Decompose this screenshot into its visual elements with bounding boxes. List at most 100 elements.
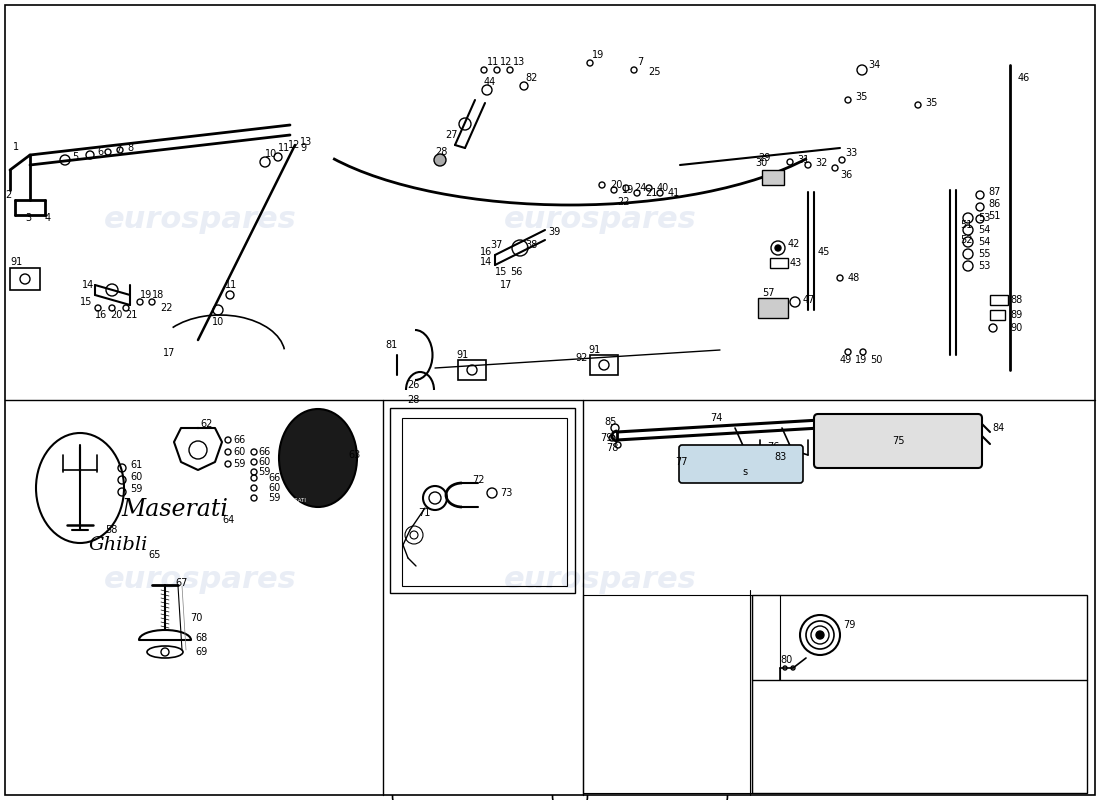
Text: 73: 73 — [500, 488, 513, 498]
Text: 48: 48 — [848, 273, 860, 283]
Text: 43: 43 — [790, 258, 802, 268]
Text: 22: 22 — [160, 303, 173, 313]
Text: 38: 38 — [525, 240, 537, 250]
Text: 79: 79 — [600, 433, 613, 443]
Text: 22: 22 — [617, 197, 629, 207]
Text: eurospares: eurospares — [504, 566, 696, 594]
Bar — [990, 310, 1005, 320]
Text: 19: 19 — [855, 355, 867, 365]
Text: eurospares: eurospares — [504, 206, 696, 234]
Text: 27: 27 — [446, 130, 458, 140]
Text: 46: 46 — [1018, 73, 1031, 83]
Text: 26: 26 — [407, 380, 419, 390]
Bar — [990, 295, 1008, 305]
Circle shape — [776, 245, 781, 251]
Text: 11: 11 — [226, 280, 238, 290]
Text: 52: 52 — [960, 235, 972, 245]
Text: 67: 67 — [175, 578, 187, 588]
Text: 90: 90 — [1010, 323, 1022, 333]
Text: 16: 16 — [95, 310, 108, 320]
Text: 74: 74 — [710, 413, 723, 423]
Text: 70: 70 — [190, 613, 202, 623]
Text: 78: 78 — [606, 443, 618, 453]
Text: s: s — [742, 467, 747, 477]
Text: 60: 60 — [268, 483, 280, 493]
Text: 91: 91 — [10, 257, 22, 267]
Text: 92: 92 — [575, 353, 587, 363]
Text: 4: 4 — [45, 213, 51, 223]
Text: 76: 76 — [767, 442, 780, 452]
Text: 50: 50 — [870, 355, 882, 365]
Text: 20: 20 — [610, 180, 623, 190]
Text: 36: 36 — [840, 170, 852, 180]
Bar — [10, 268, 40, 290]
Bar — [583, 595, 752, 793]
Text: 30: 30 — [755, 158, 768, 168]
Text: 68: 68 — [195, 633, 207, 643]
Text: 8: 8 — [126, 143, 133, 153]
Text: 6: 6 — [97, 147, 103, 157]
Bar — [752, 595, 1087, 793]
Text: 54: 54 — [978, 237, 990, 247]
Text: 40: 40 — [657, 183, 669, 193]
Text: 66: 66 — [258, 447, 271, 457]
Text: 54: 54 — [978, 225, 990, 235]
Text: 3: 3 — [25, 213, 31, 223]
Text: 15: 15 — [495, 267, 507, 277]
Text: 24: 24 — [634, 183, 647, 193]
Text: 80: 80 — [780, 655, 792, 665]
Text: 14: 14 — [82, 280, 95, 290]
Text: 11: 11 — [278, 143, 290, 153]
Text: 25: 25 — [648, 67, 660, 77]
Text: 75: 75 — [892, 436, 904, 446]
Bar — [590, 355, 618, 375]
Text: 59: 59 — [268, 493, 280, 503]
Text: 17: 17 — [163, 348, 175, 358]
Text: 28: 28 — [434, 147, 448, 157]
Text: 42: 42 — [788, 239, 801, 249]
Text: 89: 89 — [1010, 310, 1022, 320]
Text: 19: 19 — [140, 290, 152, 300]
Text: 13: 13 — [300, 137, 312, 147]
Text: 14: 14 — [480, 257, 493, 267]
Text: 87: 87 — [988, 187, 1000, 197]
Circle shape — [434, 154, 446, 166]
Text: 16: 16 — [480, 247, 493, 257]
Text: 10: 10 — [265, 149, 277, 159]
Bar — [770, 258, 788, 268]
Text: 76: 76 — [815, 445, 827, 455]
Text: 88: 88 — [1010, 295, 1022, 305]
Text: 7: 7 — [637, 57, 644, 67]
Text: 53: 53 — [978, 261, 990, 271]
FancyBboxPatch shape — [814, 414, 982, 468]
Text: 34: 34 — [868, 60, 880, 70]
Bar — [458, 360, 486, 380]
Text: 11: 11 — [487, 57, 499, 67]
Text: 59: 59 — [130, 484, 142, 494]
Text: 79: 79 — [843, 620, 856, 630]
Text: 60: 60 — [258, 457, 271, 467]
Text: 2: 2 — [4, 190, 11, 200]
Text: 86: 86 — [988, 199, 1000, 209]
Text: 59: 59 — [258, 467, 271, 477]
Text: 59: 59 — [233, 459, 245, 469]
Text: 66: 66 — [268, 473, 280, 483]
Text: 91: 91 — [588, 345, 601, 355]
Bar — [758, 298, 788, 318]
Text: 72: 72 — [472, 475, 484, 485]
Text: 60: 60 — [233, 447, 245, 457]
Text: 53: 53 — [978, 213, 990, 223]
Text: 33: 33 — [845, 148, 857, 158]
Text: 66: 66 — [233, 435, 245, 445]
Text: 21: 21 — [645, 188, 658, 198]
Bar — [770, 460, 798, 480]
Text: eurospares: eurospares — [103, 566, 296, 594]
Text: 84: 84 — [992, 423, 1004, 433]
Text: 7: 7 — [116, 145, 121, 155]
Text: 19: 19 — [592, 50, 604, 60]
Text: 32: 32 — [815, 158, 827, 168]
Text: 71: 71 — [418, 508, 430, 518]
Text: 47: 47 — [803, 295, 815, 305]
Text: 85: 85 — [604, 417, 616, 427]
Text: 78: 78 — [784, 461, 794, 470]
